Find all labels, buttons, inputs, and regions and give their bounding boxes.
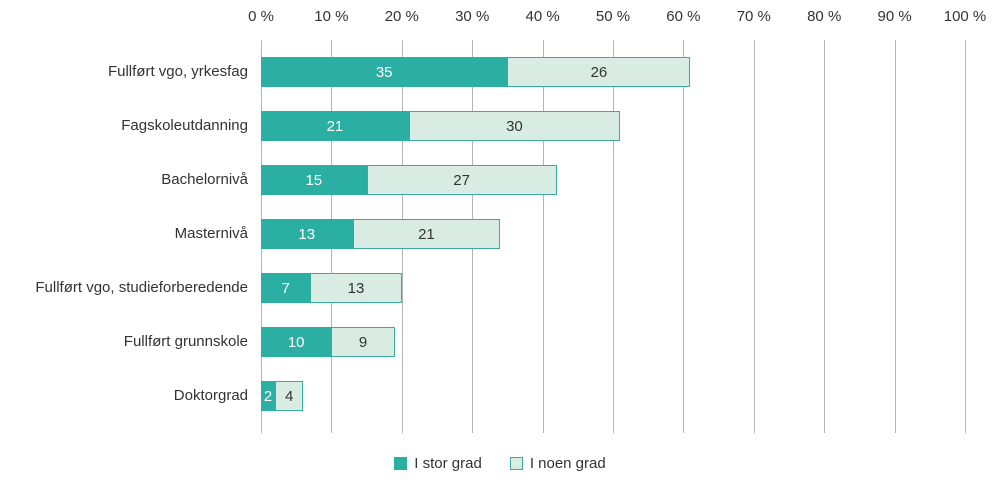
bar-segment-stor-grad: 10 [261,327,332,357]
bar-segment-stor-grad: 15 [261,165,367,195]
value-label: 21 [326,117,344,135]
bar-row: Bachelornivå 15 27 [0,165,1000,195]
stacked-bar: 35 26 [261,57,965,87]
value-label: 30 [506,117,523,135]
stacked-bar: 21 30 [261,111,965,141]
x-axis-tick: 70 % [736,8,771,25]
stacked-bar: 7 13 [261,273,965,303]
value-label: 21 [418,225,435,243]
bar-segment-noen-grad: 30 [408,111,621,141]
x-axis: 0 % 10 % 20 % 30 % 40 % 50 % 60 % 70 % 80 % 90 % 1… [248,8,986,30]
legend-label: I noen grad [529,455,606,472]
legend-swatch [394,457,408,470]
gridline [894,40,896,433]
bar-segment-noen-grad: 13 [310,273,402,303]
category-label: Fullført vgo, studieforberedende [35,279,248,296]
legend-item: I stor grad [394,455,482,472]
bar-rows: Fullført vgo, yrkesfag 35 26 Fagskoleutdann… [0,57,1000,411]
value-label: 4 [284,387,294,405]
bar-row: Masternivå 13 21 [0,219,1000,249]
value-label: 2 [263,387,273,405]
category-label: Masternivå [174,225,248,242]
x-axis-tick: 10 % [314,8,349,25]
x-axis-tick: 50 % [595,8,631,25]
x-axis-tick: 100 % [943,8,987,25]
bar-segment-stor-grad: 7 [261,273,311,303]
gridline [753,40,755,433]
x-axis-tick: 80 % [807,8,842,25]
gridline [542,40,544,433]
value-label: 35 [375,63,393,81]
gridline [613,40,614,433]
category-label: Fullført vgo, yrkesfag [107,63,248,80]
category-label: Bachelornivå [161,171,248,188]
x-axis-tick: 40 % [525,8,560,25]
bar-row: Fullført vgo, yrkesfag 35 26 [0,57,1000,87]
gridline [965,40,966,433]
legend-item: I noen grad [509,455,606,472]
stacked-bar: 13 21 [261,219,965,249]
x-axis-tick: 30 % [455,8,490,25]
value-label: 13 [298,225,316,243]
x-axis-tick: 0 % [248,8,274,25]
bar-segment-stor-grad: 2 [261,381,276,411]
legend-swatch [509,457,523,470]
gridline [824,40,826,433]
category-label: Fagskoleutdanning [121,117,248,134]
category-label: Doktorgrad [173,387,248,404]
gridline [683,40,685,433]
category-label: Fullført grunnskole [123,333,248,350]
bar-segment-stor-grad: 13 [261,219,353,249]
bar-row: Fullført grunnskole 10 9 [0,327,1000,357]
value-label: 15 [305,171,323,189]
value-label: 27 [453,171,470,189]
bar-segment-noen-grad: 4 [275,381,304,411]
bar-row: Fagskoleutdanning 21 30 [0,111,1000,141]
stacked-bar: 15 27 [261,165,965,195]
bar-segment-stor-grad: 35 [261,57,508,87]
value-label: 7 [281,279,290,297]
bar-segment-stor-grad: 21 [261,111,409,141]
bar-segment-noen-grad: 27 [366,165,557,195]
value-label: 10 [287,333,305,351]
bar-row: Fullført vgo, studieforberedende 7 13 [0,273,1000,303]
bar-segment-noen-grad: 26 [507,57,691,87]
legend: I stor grad I noen grad [0,455,1000,472]
x-axis-tick: 90 % [877,8,912,25]
x-axis-tick: 60 % [666,8,701,25]
value-label: 9 [358,333,368,351]
value-label: 26 [590,63,608,81]
stacked-bar: 10 9 [261,327,965,357]
bar-segment-noen-grad: 21 [352,219,501,249]
bar-row: Doktorgrad 2 4 [0,381,1000,411]
value-label: 13 [347,279,365,297]
legend-label: I stor grad [414,455,482,472]
bar-segment-noen-grad: 9 [331,327,395,357]
x-axis-tick: 20 % [384,8,419,25]
